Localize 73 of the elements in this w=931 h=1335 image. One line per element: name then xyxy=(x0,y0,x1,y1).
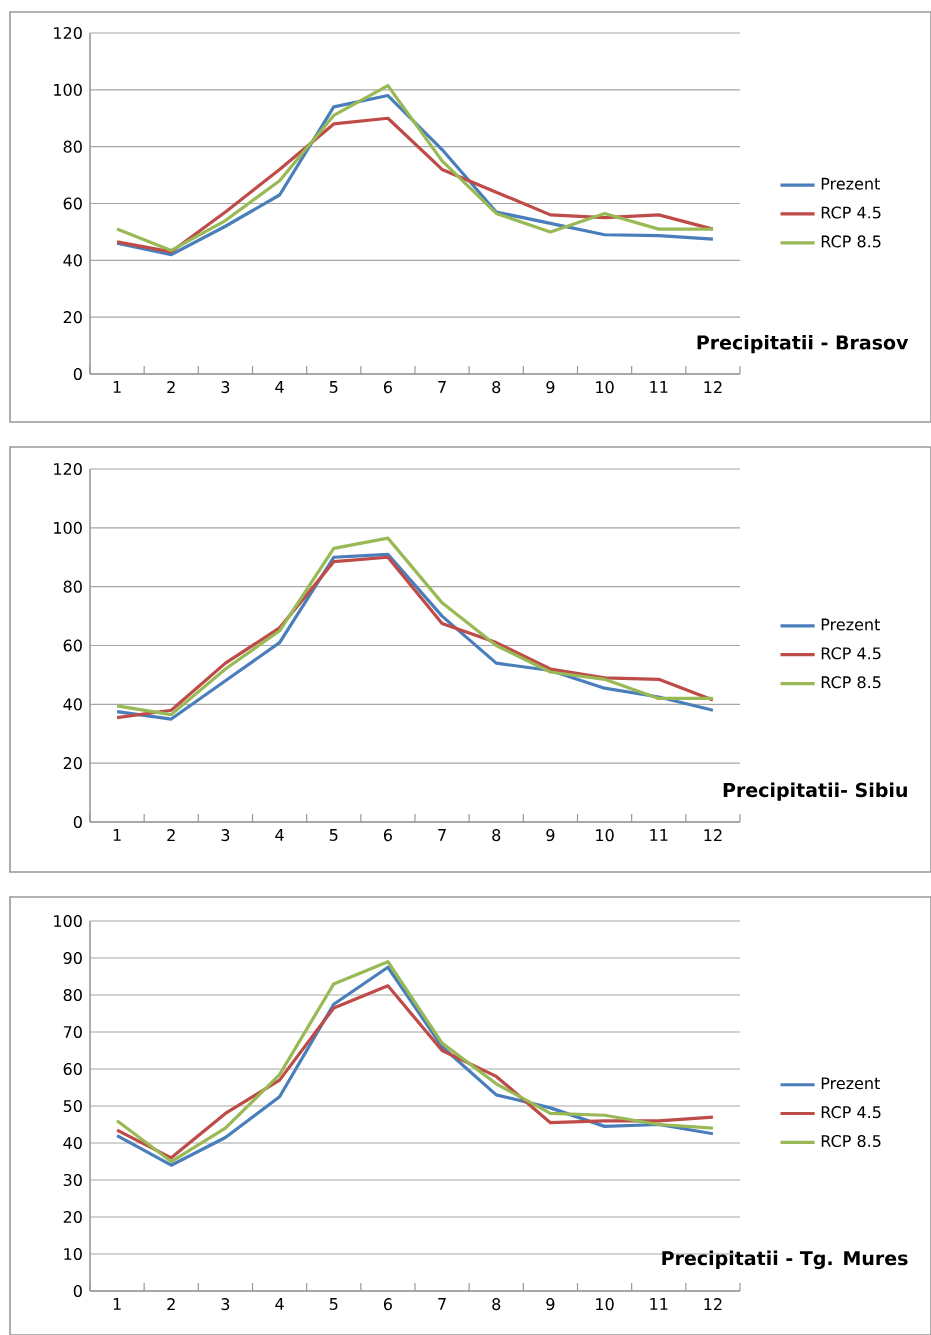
x-tick-label: 4 xyxy=(275,1298,284,1310)
x-tick-label: 6 xyxy=(383,829,392,842)
x-tick-label: 6 xyxy=(383,381,392,394)
legend-label: RCP 4.5 xyxy=(821,1106,881,1119)
x-tick-label: 6 xyxy=(383,1298,392,1311)
y-tick-label: 0 xyxy=(73,1284,82,1298)
x-tick-label: 2 xyxy=(167,1298,175,1310)
legend-label: Prezent xyxy=(821,177,880,190)
x-tick-label: 9 xyxy=(546,1298,555,1311)
x-tick-label: 12 xyxy=(704,1298,722,1310)
x-tick-label: 10 xyxy=(596,1298,614,1311)
x-tick-label: 7 xyxy=(438,829,446,841)
y-tick-label: 10 xyxy=(64,1247,82,1261)
y-tick-label: 120 xyxy=(54,26,82,40)
legend-label: RCP 8.5 xyxy=(821,235,881,248)
y-tick-label: 30 xyxy=(63,1173,82,1187)
y-tick-label: 50 xyxy=(63,1099,82,1113)
x-tick-label: 5 xyxy=(329,381,338,393)
y-tick-label: 40 xyxy=(63,698,82,711)
y-tick-label: 100 xyxy=(54,521,82,534)
x-tick-label: 11 xyxy=(650,829,668,841)
y-tick-label: 40 xyxy=(63,254,82,267)
x-tick-label: 2 xyxy=(167,829,175,841)
text: Precipitatii- Sibiu xyxy=(723,782,907,801)
legend-label: RCP 4.5 xyxy=(821,647,881,660)
x-tick-label: 11 xyxy=(650,1298,668,1310)
legend-label: RCP 8.5 xyxy=(821,1134,881,1148)
x-tick-label: 1 xyxy=(113,1298,121,1310)
x-tick-label: 3 xyxy=(221,829,230,842)
x-tick-label: 4 xyxy=(275,829,284,841)
y-tick-label: 80 xyxy=(63,580,82,593)
x-tick-label: 8 xyxy=(492,829,501,842)
y-tick-label: 120 xyxy=(54,462,82,476)
legend-label: RCP 8.5 xyxy=(821,676,881,689)
y-tick-label: 40 xyxy=(63,1136,82,1150)
x-tick-label: 5 xyxy=(329,829,338,841)
x-tick-label: 3 xyxy=(221,1298,230,1311)
y-tick-label: 60 xyxy=(63,639,82,652)
y-tick-label: 80 xyxy=(63,988,82,1002)
x-tick-label: 1 xyxy=(113,381,121,393)
x-tick-label: 12 xyxy=(704,381,722,393)
text: Precipitatii - Brasov xyxy=(697,334,909,354)
x-tick-label: 9 xyxy=(546,829,555,842)
x-tick-label: 10 xyxy=(596,829,614,842)
x-tick-label: 12 xyxy=(704,829,722,841)
y-tick-label: 20 xyxy=(63,1210,82,1224)
text: Precipitatii - Tg. Mures xyxy=(662,1250,908,1270)
x-tick-label: 4 xyxy=(275,381,284,393)
legend-label: Prezent xyxy=(821,1077,880,1090)
x-tick-label: 9 xyxy=(546,381,555,394)
x-tick-label: 5 xyxy=(329,1298,338,1310)
y-tick-label: 20 xyxy=(63,311,82,324)
y-tick-label: 80 xyxy=(63,140,82,153)
y-tick-label: 100 xyxy=(54,83,82,96)
x-tick-label: 8 xyxy=(492,381,501,394)
y-tick-label: 100 xyxy=(54,914,82,928)
legend-label: RCP 4.5 xyxy=(821,206,881,219)
y-tick-label: 60 xyxy=(63,197,82,210)
legend-label: Prezent xyxy=(821,618,880,631)
x-tick-label: 1 xyxy=(113,829,121,841)
y-tick-label: 0 xyxy=(73,815,82,829)
y-tick-label: 70 xyxy=(63,1025,82,1039)
x-tick-label: 3 xyxy=(221,381,230,394)
x-tick-label: 11 xyxy=(650,381,668,393)
x-tick-label: 8 xyxy=(492,1298,501,1311)
y-tick-label: 60 xyxy=(63,1062,82,1076)
x-tick-label: 10 xyxy=(596,381,614,394)
y-tick-label: 90 xyxy=(63,951,82,965)
y-tick-label: 20 xyxy=(63,757,82,770)
x-tick-label: 7 xyxy=(438,381,446,393)
y-tick-label: 0 xyxy=(73,367,82,381)
x-tick-label: 2 xyxy=(167,381,175,393)
x-tick-label: 7 xyxy=(438,1298,446,1310)
